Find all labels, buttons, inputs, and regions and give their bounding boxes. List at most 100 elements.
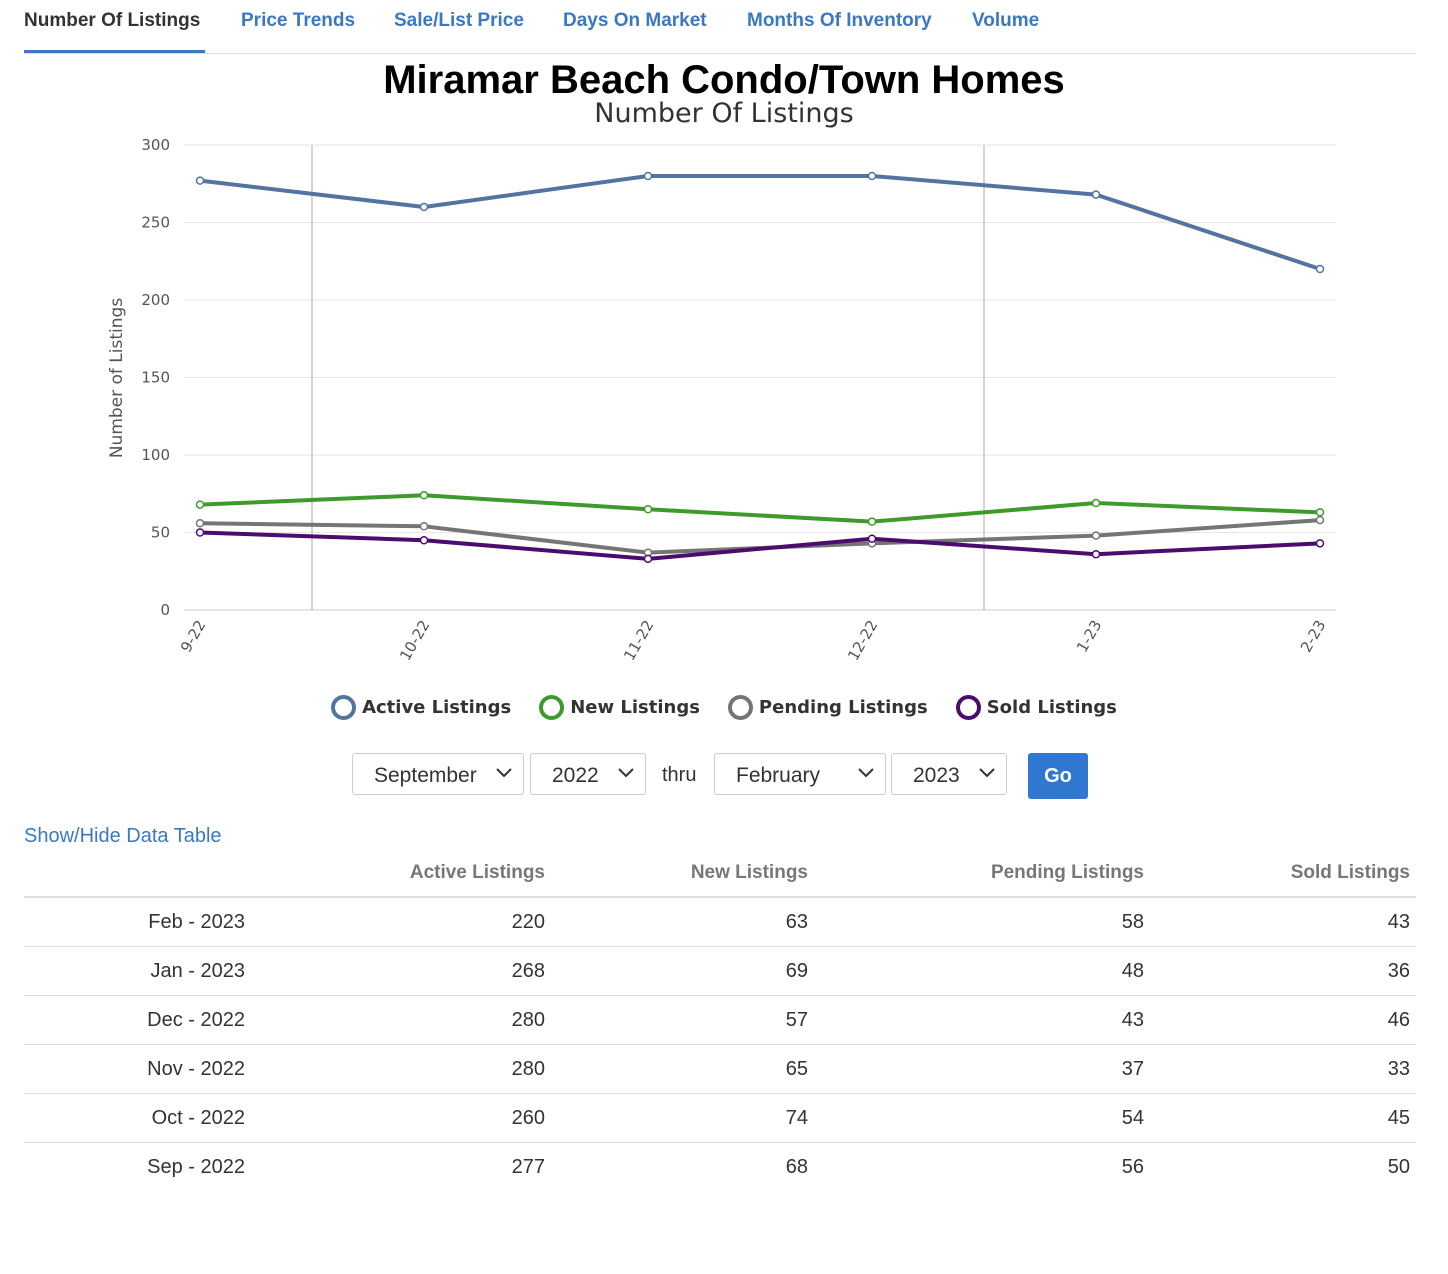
- table-cell-date: Dec - 2022: [24, 995, 251, 1045]
- table-header: Sold Listings: [1150, 850, 1416, 898]
- to-month-value: February: [736, 764, 821, 787]
- legend-swatch-sold: [955, 695, 981, 720]
- series-line: [199, 493, 1321, 524]
- table-cell-date: Feb - 2023: [24, 897, 251, 947]
- data-point[interactable]: [643, 171, 653, 181]
- table-header: Pending Listings: [814, 850, 1150, 898]
- active-tab-indicator: [24, 50, 205, 53]
- table-cell-value: 46: [1150, 995, 1416, 1045]
- table-row: Jan - 2023 268 69 48 36: [24, 946, 1416, 996]
- data-point[interactable]: [1315, 515, 1325, 525]
- x-tick-label: 12-22: [844, 617, 881, 664]
- table-header: Active Listings: [251, 850, 551, 898]
- data-point[interactable]: [1315, 539, 1325, 548]
- to-month-select[interactable]: February: [714, 753, 886, 795]
- x-tick-label: 9-22: [177, 617, 210, 655]
- data-table: Active Listings New Listings Pending Lis…: [24, 850, 1416, 1191]
- legend-swatch-new: [539, 695, 565, 720]
- legend-item-sold-listings[interactable]: Sold Listings: [955, 695, 1117, 720]
- data-point[interactable]: [867, 517, 877, 526]
- from-year-select[interactable]: 2022: [530, 753, 646, 795]
- chevron-down-icon: [496, 768, 512, 778]
- y-tick-label: 0: [160, 601, 170, 619]
- y-tick-label: 50: [151, 524, 170, 542]
- tab-months-of-inventory[interactable]: Months Of Inventory: [747, 10, 932, 31]
- data-point[interactable]: [1091, 190, 1101, 199]
- data-point[interactable]: [195, 176, 205, 185]
- data-point[interactable]: [643, 505, 653, 514]
- table-cell-value: 54: [814, 1093, 1150, 1143]
- table-cell-value: 43: [1150, 897, 1416, 947]
- table-cell-value: 260: [251, 1093, 551, 1143]
- table-header: New Listings: [551, 850, 814, 898]
- chevron-down-icon: [858, 768, 874, 778]
- table-cell-value: 43: [814, 995, 1150, 1045]
- table-row: Feb - 2023 220 63 58 43: [24, 897, 1416, 947]
- data-point[interactable]: [1091, 531, 1101, 540]
- to-year-select[interactable]: 2023: [891, 753, 1007, 795]
- y-tick-label: 300: [141, 136, 170, 154]
- tab-sale-list-price[interactable]: Sale/List Price: [394, 10, 524, 31]
- y-tick-label: 150: [141, 369, 170, 387]
- data-point[interactable]: [195, 518, 205, 528]
- table-row: Dec - 2022 280 57 43 46: [24, 995, 1416, 1045]
- table-cell-value: 65: [551, 1044, 814, 1094]
- chart-title: Miramar Beach Condo/Town Homes: [383, 58, 1065, 102]
- chart-subtitle: Number Of Listings: [594, 98, 854, 129]
- tab-volume[interactable]: Volume: [972, 10, 1040, 31]
- data-point[interactable]: [1091, 498, 1101, 508]
- data-point[interactable]: [419, 202, 429, 212]
- x-tick-label: 10-22: [396, 617, 433, 664]
- table-cell-value: 63: [551, 897, 814, 947]
- tab-number-of-listings[interactable]: Number Of Listings: [24, 10, 201, 31]
- data-point[interactable]: [419, 491, 429, 500]
- tab-days-on-market[interactable]: Days On Market: [563, 10, 707, 31]
- table-cell-value: 277: [511, 1155, 545, 1178]
- x-tick-label: 11-22: [620, 617, 657, 664]
- data-point[interactable]: [1315, 508, 1325, 517]
- legend-label: Active Listings: [362, 697, 512, 718]
- table-cell-value: 48: [814, 946, 1150, 996]
- data-point[interactable]: [643, 554, 653, 564]
- table-cell-value: 220: [251, 897, 551, 947]
- y-tick-label: 200: [141, 291, 170, 309]
- table-row: Sep - 2022 277 68 56 50: [24, 1143, 1416, 1192]
- x-tick-label: 1-23: [1073, 617, 1106, 655]
- table-cell-date: Nov - 2022: [24, 1044, 251, 1094]
- table-cell-value: 74: [551, 1093, 814, 1143]
- legend-label: New Listings: [570, 697, 700, 718]
- table-cell-value: 280: [251, 1044, 551, 1094]
- legend-label: Pending Listings: [758, 697, 928, 718]
- line-chart: 0 50 100 150 200 250 300 9-22 10-22 11-22 12-22 1-…: [107, 136, 1336, 664]
- data-point[interactable]: [195, 528, 205, 537]
- from-month-select[interactable]: September: [352, 753, 524, 795]
- table-cell-value: 50: [1387, 1155, 1410, 1178]
- data-point[interactable]: [1091, 549, 1101, 559]
- go-button[interactable]: Go: [1028, 753, 1088, 799]
- x-tick-label: 2-23: [1297, 617, 1330, 655]
- data-point[interactable]: [867, 534, 877, 543]
- table-cell-date: Sep - 2022: [147, 1155, 245, 1178]
- legend-item-active-listings[interactable]: Active Listings: [331, 695, 511, 720]
- legend-item-pending-listings[interactable]: Pending Listings: [727, 695, 928, 720]
- y-axis-title: Number of Listings: [107, 298, 127, 458]
- data-point[interactable]: [1315, 264, 1325, 274]
- data-point[interactable]: [195, 500, 205, 509]
- chevron-down-icon: [618, 768, 634, 778]
- table-header: [24, 850, 251, 898]
- series-line: [199, 174, 1321, 271]
- legend-label: Sold Listings: [986, 697, 1117, 718]
- tab-price-trends[interactable]: Price Trends: [241, 10, 356, 31]
- show-hide-data-table-link[interactable]: Show/Hide Data Table: [24, 825, 222, 847]
- table-cell-value: 37: [814, 1044, 1150, 1094]
- legend-item-new-listings[interactable]: New Listings: [539, 695, 700, 720]
- table-row: Nov - 2022 280 65 37 33: [24, 1044, 1416, 1094]
- thru-label: thru: [662, 764, 697, 786]
- data-point[interactable]: [867, 171, 877, 181]
- data-point[interactable]: [419, 522, 429, 531]
- data-point[interactable]: [419, 536, 429, 545]
- table-row: Oct - 2022 260 74 54 45: [24, 1093, 1416, 1143]
- table-cell-value: 56: [1121, 1155, 1144, 1178]
- table-cell-date: Oct - 2022: [24, 1093, 251, 1143]
- to-year-value: 2023: [913, 764, 960, 787]
